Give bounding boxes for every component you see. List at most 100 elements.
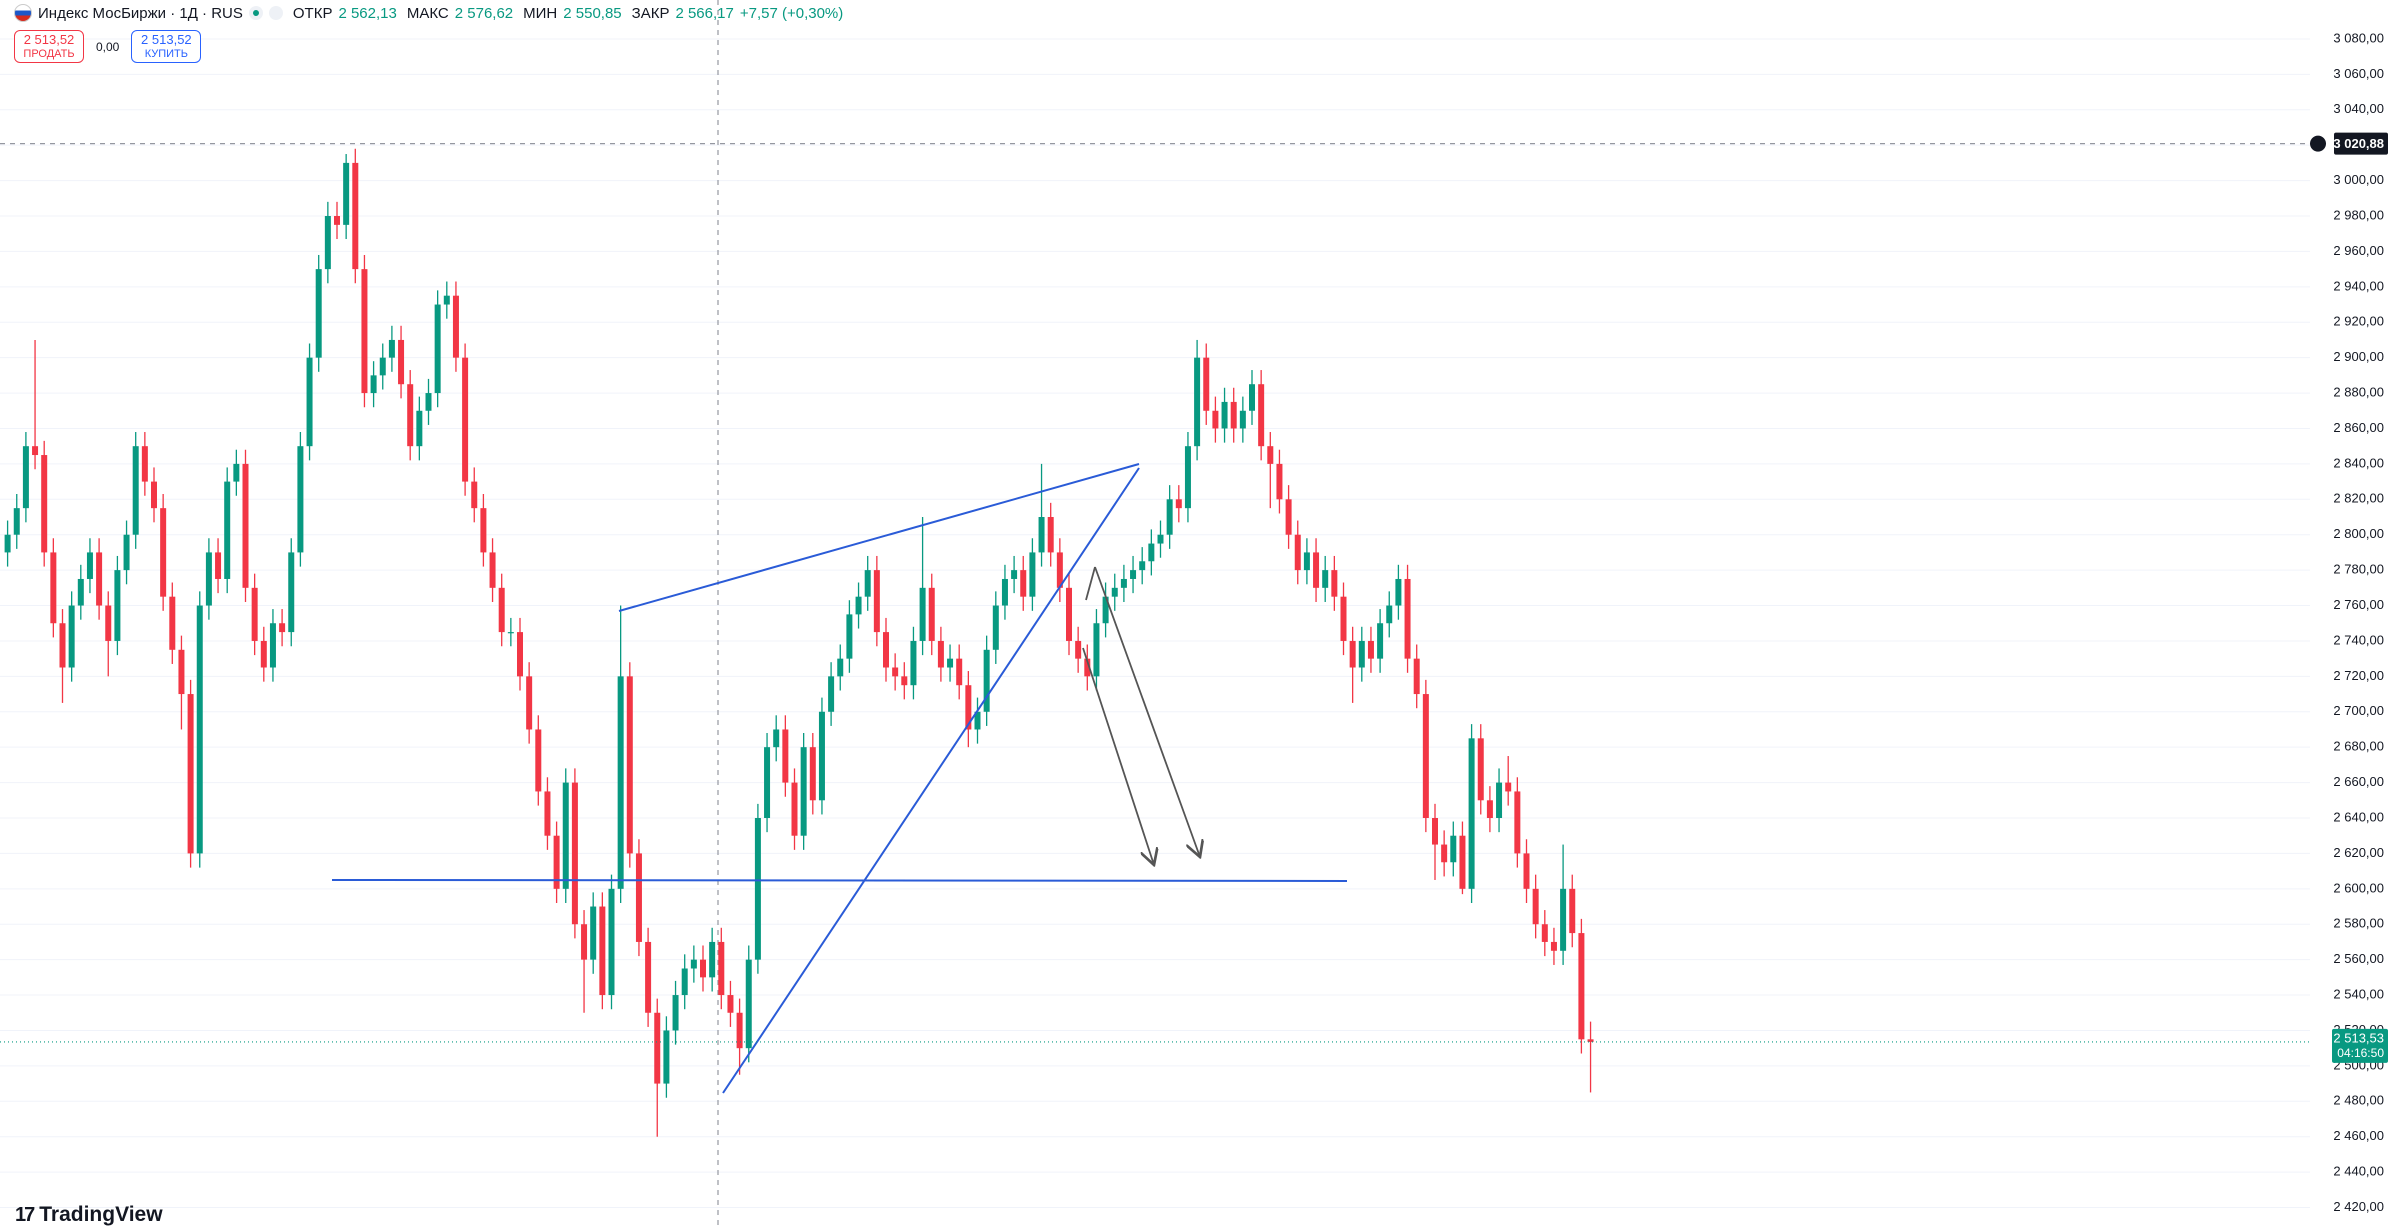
close-label: ЗАКР bbox=[631, 4, 670, 22]
candle-body bbox=[242, 463, 249, 588]
candle-body bbox=[718, 941, 725, 996]
y-tick-label: 2 760,00 bbox=[2333, 597, 2384, 612]
candle-body bbox=[736, 1012, 743, 1049]
candle-body bbox=[425, 393, 432, 411]
logo[interactable]: 17 TradingView bbox=[15, 1203, 163, 1227]
y-tick-label: 2 840,00 bbox=[2333, 455, 2384, 470]
candle-body bbox=[59, 623, 66, 668]
candle-body bbox=[883, 632, 889, 668]
candle-body bbox=[1523, 853, 1530, 889]
candle-body bbox=[974, 711, 981, 730]
candle-body bbox=[983, 649, 990, 712]
drawings[interactable] bbox=[331, 463, 1348, 1094]
candle-body bbox=[334, 216, 340, 225]
candle-body bbox=[169, 596, 176, 650]
candle-body bbox=[1066, 587, 1072, 641]
candle-body bbox=[745, 959, 752, 1049]
candle-body bbox=[645, 941, 652, 1013]
candle-body bbox=[407, 384, 414, 447]
y-tick-label: 3 080,00 bbox=[2333, 30, 2384, 45]
candle-body bbox=[86, 552, 93, 579]
candle-body bbox=[892, 667, 899, 677]
candle-body bbox=[1514, 791, 1521, 854]
high-label: МАКС bbox=[406, 4, 449, 22]
candle-body bbox=[1569, 888, 1576, 934]
candle-body bbox=[818, 711, 825, 801]
candle-body bbox=[233, 463, 240, 482]
arrow[interactable] bbox=[1094, 566, 1200, 857]
sell-price: 2 513,52 bbox=[23, 31, 75, 47]
candle-body bbox=[1505, 782, 1512, 792]
candle-body bbox=[388, 339, 395, 358]
candle-body bbox=[398, 339, 405, 385]
candle-body bbox=[1148, 543, 1155, 562]
candle-body bbox=[1331, 570, 1338, 597]
logo-mark: 17 bbox=[15, 1203, 35, 1226]
candle-body bbox=[635, 853, 642, 942]
add-button[interactable] bbox=[2310, 135, 2326, 152]
trend-line[interactable] bbox=[331, 879, 1348, 882]
candle-body bbox=[41, 455, 48, 553]
candle-body bbox=[1468, 738, 1475, 889]
y-tick-label: 2 660,00 bbox=[2333, 774, 2384, 789]
candle-body bbox=[1130, 570, 1137, 579]
candle-body bbox=[1047, 517, 1054, 553]
change: +7,57 (+0,30%) bbox=[739, 4, 844, 22]
y-tick-label: 2 680,00 bbox=[2333, 739, 2384, 754]
candle-body bbox=[837, 658, 844, 677]
candle-body bbox=[452, 295, 459, 358]
candle-body bbox=[1358, 640, 1365, 668]
candle-body bbox=[260, 640, 267, 668]
candle-body bbox=[1496, 782, 1503, 818]
y-tick-label: 2 860,00 bbox=[2333, 420, 2384, 435]
trend-line[interactable] bbox=[618, 463, 1140, 612]
candle-body bbox=[1303, 552, 1310, 571]
y-tick-label: 2 780,00 bbox=[2333, 562, 2384, 577]
candle-body bbox=[782, 729, 789, 783]
candle-body bbox=[672, 995, 679, 1031]
candle-body bbox=[1349, 640, 1356, 668]
candle-body bbox=[471, 481, 478, 509]
logo-text: TradingView bbox=[39, 1203, 163, 1226]
buy-button[interactable]: 2 513,52 КУПИТЬ bbox=[131, 30, 202, 63]
candle-body bbox=[434, 304, 441, 394]
y-tick-label: 2 920,00 bbox=[2333, 314, 2384, 329]
buy-price: 2 513,52 bbox=[141, 31, 192, 47]
candle-body bbox=[178, 649, 185, 695]
candle-body bbox=[224, 481, 231, 579]
candle-body bbox=[1258, 384, 1265, 447]
candle-body bbox=[1020, 570, 1027, 597]
candle-body bbox=[205, 552, 212, 606]
arrow-line[interactable] bbox=[1085, 566, 1096, 601]
candle-body bbox=[791, 782, 798, 836]
candle-body bbox=[1541, 924, 1548, 942]
candle-body bbox=[1267, 446, 1274, 464]
candle-body bbox=[544, 791, 551, 836]
candle-body bbox=[443, 295, 450, 305]
candle-body bbox=[1322, 570, 1329, 588]
countdown: 04:16:50 bbox=[2337, 1046, 2384, 1060]
candle-body bbox=[599, 906, 606, 996]
candle-body bbox=[1587, 1039, 1594, 1042]
arrow[interactable] bbox=[1082, 647, 1154, 865]
buy-label: КУПИТЬ bbox=[144, 47, 188, 60]
symbol[interactable]: Индекс МосБиржи · 1Д · RUS bbox=[38, 4, 243, 22]
candle-body bbox=[1029, 552, 1036, 597]
grid bbox=[0, 38, 2310, 1209]
y-tick-label: 2 640,00 bbox=[2333, 809, 2384, 824]
open-label: ОТКР bbox=[292, 4, 333, 22]
low-value: 2 550,85 bbox=[563, 4, 622, 22]
candle-body bbox=[1038, 517, 1045, 553]
candle-body bbox=[800, 747, 807, 836]
candle-body bbox=[416, 410, 423, 447]
candle-body bbox=[77, 578, 84, 606]
candle-body bbox=[379, 357, 386, 376]
sell-button[interactable]: 2 513,52 ПРОДАТЬ bbox=[14, 30, 84, 63]
trend-line[interactable] bbox=[722, 467, 1140, 1094]
candle-body bbox=[4, 534, 11, 553]
candle-body bbox=[1184, 446, 1191, 509]
candle-body bbox=[1276, 463, 1283, 500]
candle-body bbox=[1011, 570, 1018, 579]
candle-body bbox=[1139, 561, 1146, 571]
